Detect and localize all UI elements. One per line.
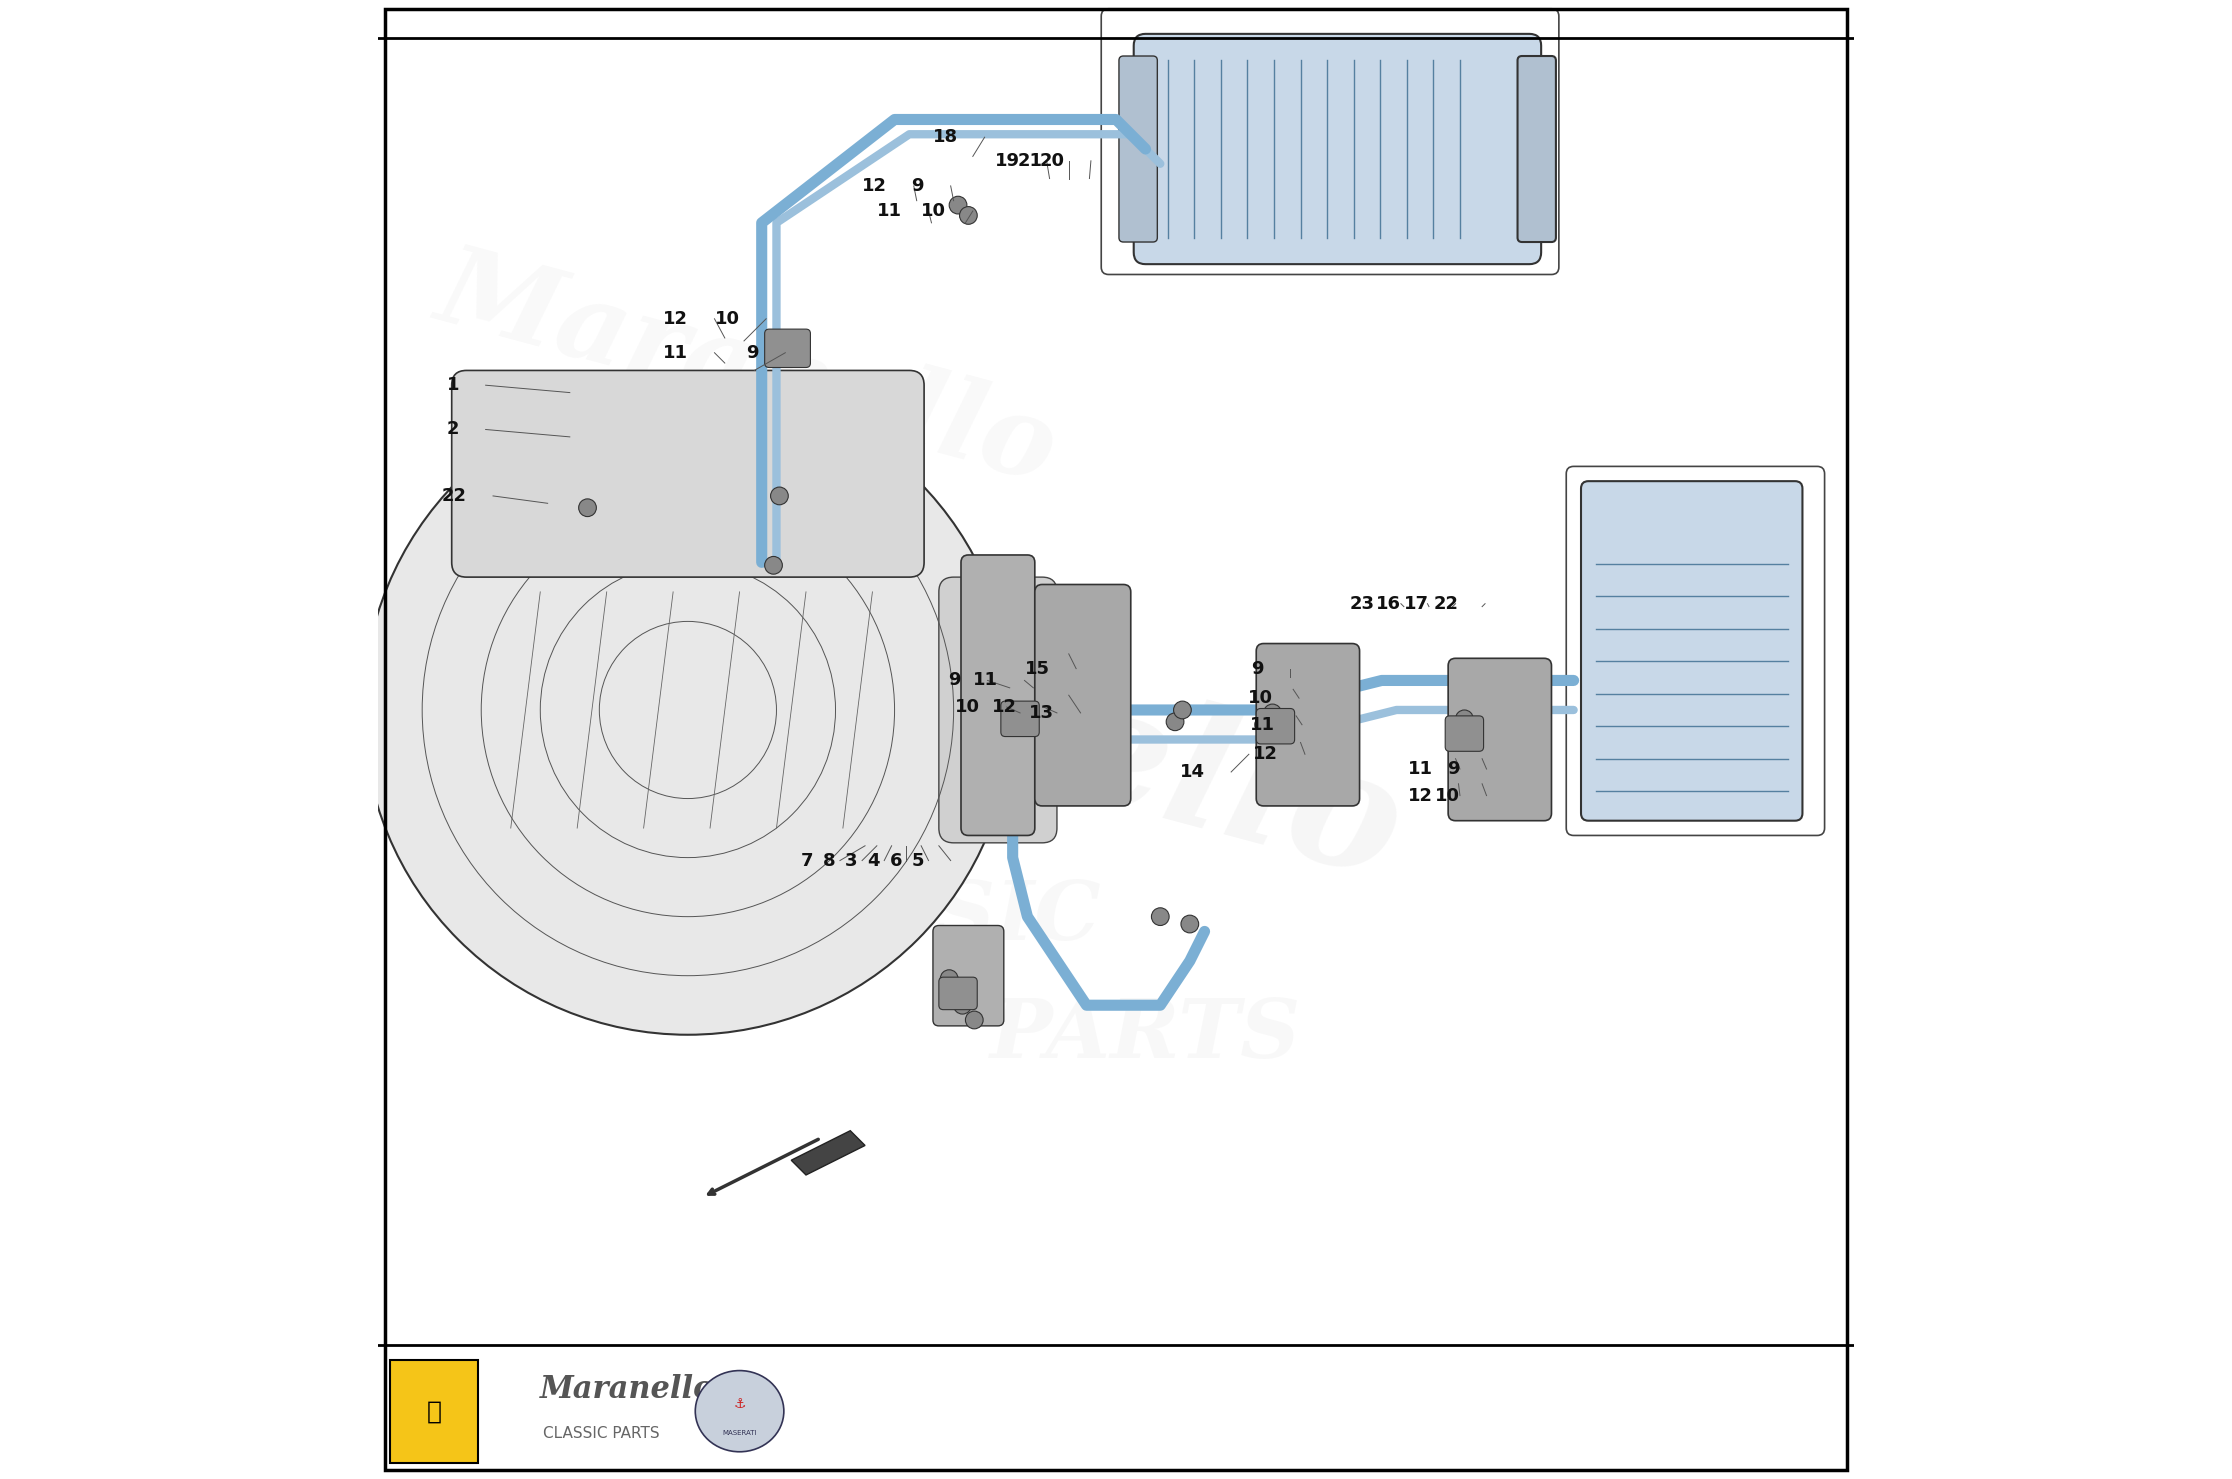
Text: 7: 7	[801, 852, 812, 870]
Text: 13: 13	[1029, 704, 1054, 722]
Text: Maranello: Maranello	[540, 1374, 714, 1405]
Text: 16: 16	[1375, 595, 1402, 612]
FancyBboxPatch shape	[962, 555, 1036, 836]
Text: 12: 12	[991, 698, 1018, 716]
Circle shape	[966, 1012, 982, 1029]
Text: 19: 19	[995, 152, 1020, 170]
Circle shape	[1263, 704, 1281, 722]
Ellipse shape	[696, 1371, 783, 1452]
Text: 9: 9	[1252, 660, 1263, 677]
FancyBboxPatch shape	[1444, 716, 1484, 751]
Circle shape	[578, 498, 596, 516]
Circle shape	[1181, 916, 1199, 933]
FancyBboxPatch shape	[1000, 701, 1040, 737]
Text: 11: 11	[1250, 716, 1274, 734]
Text: 22: 22	[1433, 595, 1457, 612]
Circle shape	[953, 997, 971, 1015]
Circle shape	[1446, 722, 1464, 740]
Circle shape	[1165, 713, 1183, 731]
FancyBboxPatch shape	[1518, 56, 1556, 243]
Text: 🐴: 🐴	[426, 1399, 442, 1423]
Text: 11: 11	[973, 671, 998, 689]
Text: 9: 9	[949, 671, 962, 689]
Text: 12: 12	[663, 309, 687, 328]
Text: 8: 8	[824, 852, 835, 870]
Polygon shape	[790, 1131, 866, 1174]
Text: 17: 17	[1404, 595, 1428, 612]
Circle shape	[1254, 716, 1272, 734]
FancyBboxPatch shape	[1118, 56, 1158, 243]
Circle shape	[940, 970, 958, 988]
Text: PARTS: PARTS	[989, 995, 1301, 1075]
Circle shape	[766, 556, 783, 574]
Text: 12: 12	[1408, 787, 1433, 805]
FancyBboxPatch shape	[1257, 643, 1359, 806]
Text: CLASSIC: CLASSIC	[687, 877, 1100, 957]
Text: 11: 11	[663, 343, 687, 362]
Circle shape	[949, 197, 966, 214]
Text: 10: 10	[1248, 689, 1272, 707]
Circle shape	[1004, 708, 1022, 726]
Text: 11: 11	[1408, 760, 1433, 778]
FancyBboxPatch shape	[940, 978, 978, 1010]
Circle shape	[1174, 701, 1192, 719]
Circle shape	[949, 982, 966, 1000]
Circle shape	[960, 207, 978, 225]
Text: 14: 14	[1178, 763, 1205, 781]
Circle shape	[1018, 708, 1036, 726]
Circle shape	[1152, 908, 1170, 926]
Text: 18: 18	[933, 129, 958, 146]
FancyBboxPatch shape	[1449, 658, 1551, 821]
Circle shape	[1455, 710, 1473, 728]
Text: Maranello: Maranello	[426, 237, 1067, 504]
Text: 6: 6	[888, 852, 902, 870]
Text: 3: 3	[846, 852, 857, 870]
Text: 10: 10	[955, 698, 980, 716]
Text: 21: 21	[1018, 152, 1042, 170]
Text: 9: 9	[1449, 760, 1460, 778]
FancyBboxPatch shape	[451, 370, 924, 577]
Text: 11: 11	[877, 203, 902, 220]
Text: 9: 9	[911, 177, 924, 195]
Text: Maranello: Maranello	[458, 509, 1420, 911]
Text: 5: 5	[911, 852, 924, 870]
FancyBboxPatch shape	[933, 926, 1004, 1026]
Text: 10: 10	[922, 203, 946, 220]
Text: 2: 2	[446, 420, 460, 438]
FancyBboxPatch shape	[940, 577, 1058, 843]
FancyBboxPatch shape	[1257, 708, 1295, 744]
Text: 15: 15	[1024, 660, 1049, 677]
Text: ⚓: ⚓	[734, 1396, 745, 1411]
Text: CLASSIC PARTS: CLASSIC PARTS	[542, 1426, 661, 1441]
Text: 23: 23	[1350, 595, 1375, 612]
FancyBboxPatch shape	[766, 330, 810, 367]
Text: 20: 20	[1040, 152, 1065, 170]
FancyBboxPatch shape	[1036, 584, 1132, 806]
FancyBboxPatch shape	[1134, 34, 1540, 265]
Text: MASERATI: MASERATI	[723, 1430, 757, 1436]
Text: 12: 12	[862, 177, 886, 195]
FancyBboxPatch shape	[1580, 481, 1803, 821]
Text: 10: 10	[714, 309, 739, 328]
Text: 4: 4	[868, 852, 879, 870]
Text: 1: 1	[446, 376, 460, 395]
Circle shape	[770, 487, 788, 504]
Text: 10: 10	[1435, 787, 1460, 805]
Bar	[391, 1359, 478, 1463]
Text: 9: 9	[745, 343, 759, 362]
Text: 12: 12	[1254, 745, 1279, 763]
Circle shape	[364, 385, 1013, 1035]
Text: 22: 22	[442, 487, 466, 504]
